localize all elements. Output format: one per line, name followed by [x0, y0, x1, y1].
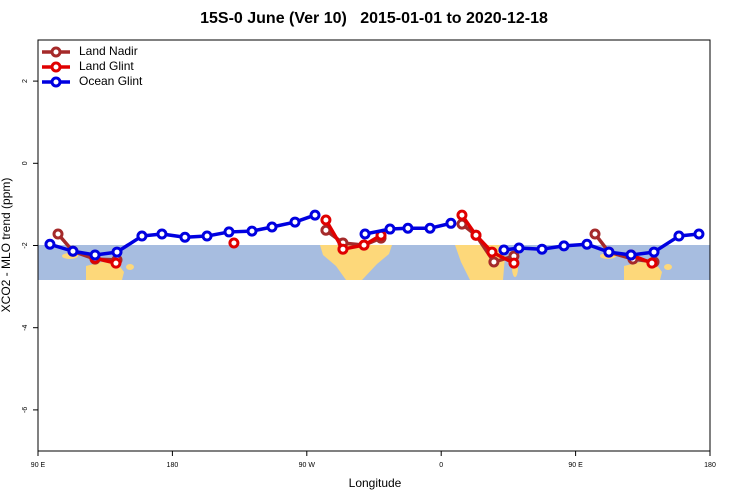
data-point: [424, 222, 436, 234]
y-axis-label: XCO2 - MLO trend (ppm): [0, 178, 13, 313]
series-line: [94, 214, 653, 265]
data-point: [44, 238, 56, 250]
x-axis-label: Longitude: [349, 476, 402, 490]
data-point: [359, 228, 371, 240]
data-point: [384, 223, 396, 235]
data-point: [589, 228, 601, 240]
legend-label: Land Nadir: [79, 44, 138, 58]
x-tick-label: 90 W: [299, 462, 316, 469]
map-strip: [38, 245, 710, 280]
data-point: [445, 217, 457, 229]
chart-title: 15S-0 June (Ver 10) 2015-01-01 to 2020-1…: [200, 10, 548, 27]
x-tick-label: 180: [167, 462, 179, 469]
data-point: [581, 238, 593, 250]
x-tick-label: 180: [704, 462, 716, 469]
data-point: [111, 246, 123, 258]
data-point: [646, 257, 658, 269]
data-point: [228, 237, 240, 249]
data-point: [603, 246, 615, 258]
data-point: [136, 230, 148, 242]
x-tick-label: 90 E: [568, 462, 583, 469]
legend-marker: [50, 46, 62, 58]
data-point: [536, 243, 548, 255]
data-point: [110, 257, 122, 269]
data-point: [508, 257, 520, 269]
data-point: [488, 256, 500, 268]
series-line: [56, 222, 655, 264]
x-tick-label: 0: [439, 462, 443, 469]
data-point: [223, 226, 235, 238]
y-tick-label: -4: [22, 324, 29, 330]
y-tick-label: -6: [22, 407, 29, 413]
data-point: [320, 214, 332, 226]
data-point: [289, 216, 301, 228]
y-tick-label: 0: [22, 161, 29, 165]
data-point: [673, 230, 685, 242]
data-point: [486, 246, 498, 258]
data-point: [246, 225, 258, 237]
x-tick-label: 90 E: [31, 462, 46, 469]
y-tick-label: 2: [22, 79, 29, 83]
data-point: [337, 243, 349, 255]
legend-marker: [50, 61, 62, 73]
data-point: [625, 249, 637, 261]
data-point: [456, 209, 468, 221]
data-point: [470, 229, 482, 241]
data-point: [201, 230, 213, 242]
data-point: [266, 221, 278, 233]
y-tick-label: -2: [22, 242, 29, 248]
data-point: [513, 242, 525, 254]
legend-marker: [50, 76, 62, 88]
data-point: [358, 239, 370, 251]
legend-label: Ocean Glint: [79, 74, 143, 88]
legend-label: Land Glint: [79, 59, 134, 73]
data-point: [558, 240, 570, 252]
data-point: [156, 228, 168, 240]
data-point: [693, 228, 705, 240]
data-point: [309, 209, 321, 221]
data-point: [648, 246, 660, 258]
data-point: [498, 244, 510, 256]
data-point: [89, 249, 101, 261]
data-point: [179, 231, 191, 243]
data-point: [52, 228, 64, 240]
data-point: [402, 222, 414, 234]
data-point: [67, 245, 79, 257]
